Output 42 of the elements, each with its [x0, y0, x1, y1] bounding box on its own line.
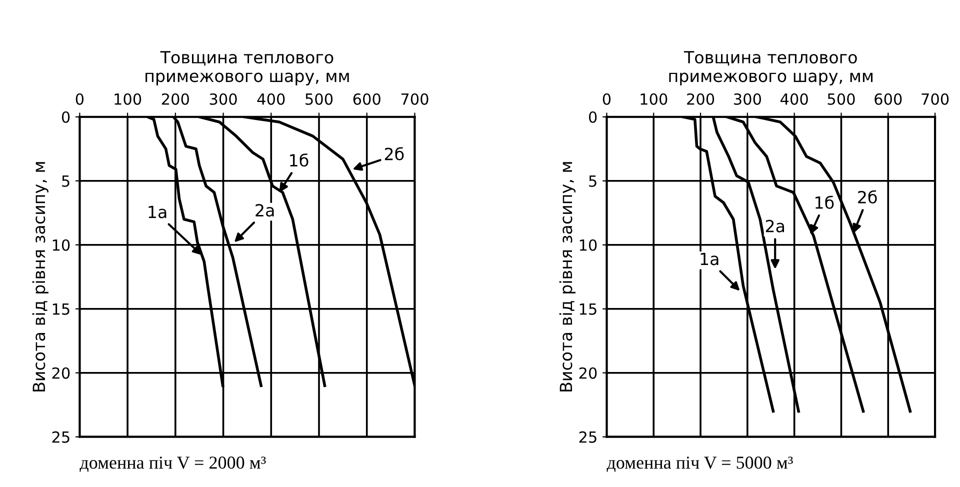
text: доменна піч V = 2000 м³	[80, 456, 266, 472]
y-tick-label: 0	[62, 111, 70, 123]
y-tick-label: 10	[52, 239, 70, 251]
y-tick-label: 20	[579, 367, 597, 379]
x-axis-title: Товщина теплового примежового шару, мм	[669, 51, 872, 86]
x-tick-label: 0	[602, 93, 611, 105]
x-tick-label: 500	[306, 93, 333, 105]
x-tick-label: 200	[687, 93, 714, 105]
x-tick-label: 100	[640, 93, 668, 105]
text: доменна піч V = 5000 м³	[606, 456, 793, 472]
annotation: 1б	[816, 196, 834, 209]
x-tick-label: 400	[257, 93, 285, 105]
annotation: 2б	[858, 190, 877, 204]
y-tick-label: 20	[52, 367, 70, 379]
y-tick-label: 15	[580, 304, 596, 315]
x-tick-label: 500	[828, 93, 855, 105]
annotation: 2а	[766, 220, 784, 232]
y-axis-title: Висота від рівня засипу, м	[559, 162, 576, 392]
annotation: 2б	[384, 147, 404, 160]
x-axis-title: Товщина теплового примежового шару, мм	[146, 51, 349, 86]
y-tick-label: 5	[62, 176, 70, 187]
x-tick-label: 600	[874, 93, 902, 105]
y-tick-label: 25	[579, 431, 596, 443]
x-tick-label: 600	[353, 93, 380, 105]
x-tick-label: 400	[780, 93, 808, 105]
x-tick-label: 300	[210, 93, 237, 105]
annotation: 1б	[290, 153, 308, 167]
x-tick-label: 200	[162, 93, 189, 105]
y-tick-label: 0	[588, 111, 597, 123]
x-tick-label: 700	[401, 93, 428, 105]
annotation: 2а	[256, 204, 274, 217]
y-axis-title: Висота від рівня засипу, м	[32, 162, 48, 392]
x-tick-label: 0	[76, 93, 84, 105]
y-tick-label: 15	[52, 304, 70, 315]
annotation: 1а	[148, 206, 166, 218]
y-tick-label: 10	[580, 239, 597, 251]
x-tick-label: 100	[114, 93, 142, 105]
y-tick-label: 25	[52, 431, 70, 443]
y-tick-label: 5	[589, 176, 596, 187]
x-tick-label: 300	[734, 93, 761, 105]
x-tick-label: 700	[922, 93, 949, 105]
annotation: 1а	[700, 252, 718, 266]
